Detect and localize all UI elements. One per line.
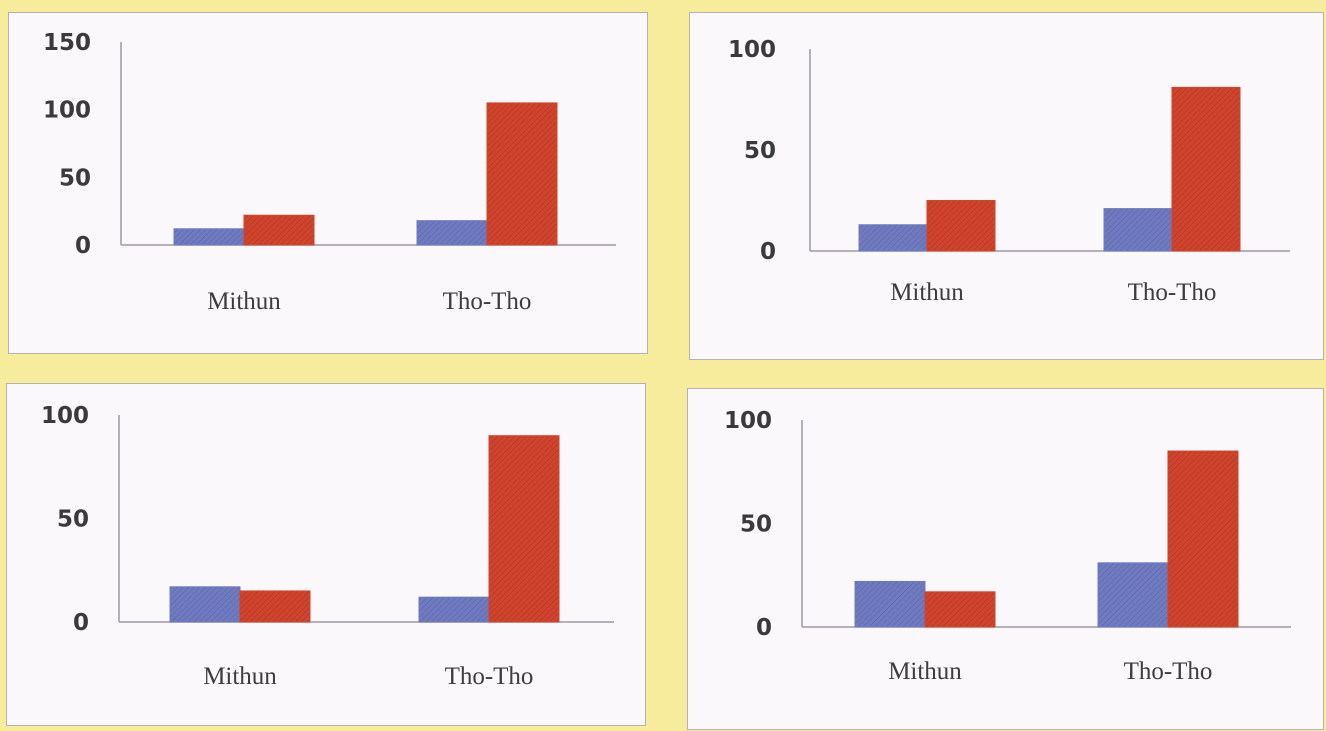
chart-panel-1: 0 50 100 150 Mithun Tho-Tho: [8, 12, 648, 354]
bar-mithun-series-2: [243, 214, 315, 246]
category-label: Mithun: [207, 288, 281, 315]
bar-mithun-series-2: [926, 200, 996, 252]
bar-thotho-series-2: [1171, 86, 1241, 252]
y-tick-label: 50: [57, 507, 89, 533]
y-tick-label: 0: [756, 615, 772, 641]
category-label: Tho-Tho: [1124, 658, 1213, 685]
category-label: Tho-Tho: [445, 663, 534, 690]
category-label: Tho-Tho: [1128, 279, 1217, 306]
chart-panel-2: 0 50 100 Mithun Tho-Tho: [689, 12, 1324, 360]
category-label: Mithun: [203, 663, 277, 690]
y-tick-label: 0: [760, 239, 776, 265]
bar-mithun-series-1: [173, 228, 245, 246]
chart-panel-3: 0 50 100 Mithun Tho-Tho: [6, 383, 646, 726]
bar-thotho-series-1: [416, 220, 488, 246]
bar-mithun-series-1: [858, 224, 928, 252]
bar-mithun-series-2: [924, 591, 996, 628]
bar-mithun-series-1: [169, 586, 241, 623]
y-tick-label: 100: [43, 98, 91, 124]
y-tick-label: 50: [744, 138, 776, 164]
bar-thotho-series-1: [1097, 562, 1169, 628]
y-tick-label: 100: [724, 408, 772, 434]
bar-thotho-series-2: [1167, 450, 1239, 628]
chart-svg-4: 0 50 100 Mithun Tho-Tho: [724, 408, 1291, 685]
bar-thotho-series-2: [488, 435, 560, 623]
chart-panel-4: 0 50 100 Mithun Tho-Tho: [687, 388, 1324, 730]
y-tick-label: 100: [728, 37, 776, 63]
category-label: Mithun: [890, 279, 964, 306]
chart-svg-3: 0 50 100 Mithun Tho-Tho: [41, 403, 614, 690]
category-label: Mithun: [888, 658, 962, 685]
bar-mithun-series-2: [239, 590, 311, 623]
bar-thotho-series-1: [418, 596, 490, 623]
y-tick-label: 0: [73, 610, 89, 636]
chart-svg-2: 0 50 100 Mithun Tho-Tho: [728, 37, 1290, 306]
bar-thotho-series-2: [486, 102, 558, 246]
y-tick-label: 150: [43, 30, 91, 56]
bar-mithun-series-1: [854, 580, 926, 628]
chart-svg-1: 0 50 100 150 Mithun Tho-Tho: [43, 30, 616, 315]
y-tick-label: 50: [59, 165, 91, 191]
bar-thotho-series-1: [1103, 208, 1173, 252]
category-label: Tho-Tho: [443, 288, 532, 315]
y-tick-label: 0: [75, 233, 91, 259]
y-tick-label: 50: [740, 512, 772, 538]
y-tick-label: 100: [41, 403, 89, 429]
